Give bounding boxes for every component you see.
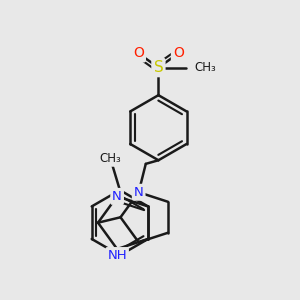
Text: N: N (134, 186, 143, 199)
Text: O: O (133, 46, 144, 60)
Text: N: N (112, 190, 122, 203)
Text: NH: NH (107, 249, 127, 262)
Text: CH₃: CH₃ (194, 61, 216, 74)
Text: CH₃: CH₃ (100, 152, 121, 165)
Text: O: O (173, 46, 184, 60)
Text: S: S (154, 60, 163, 75)
